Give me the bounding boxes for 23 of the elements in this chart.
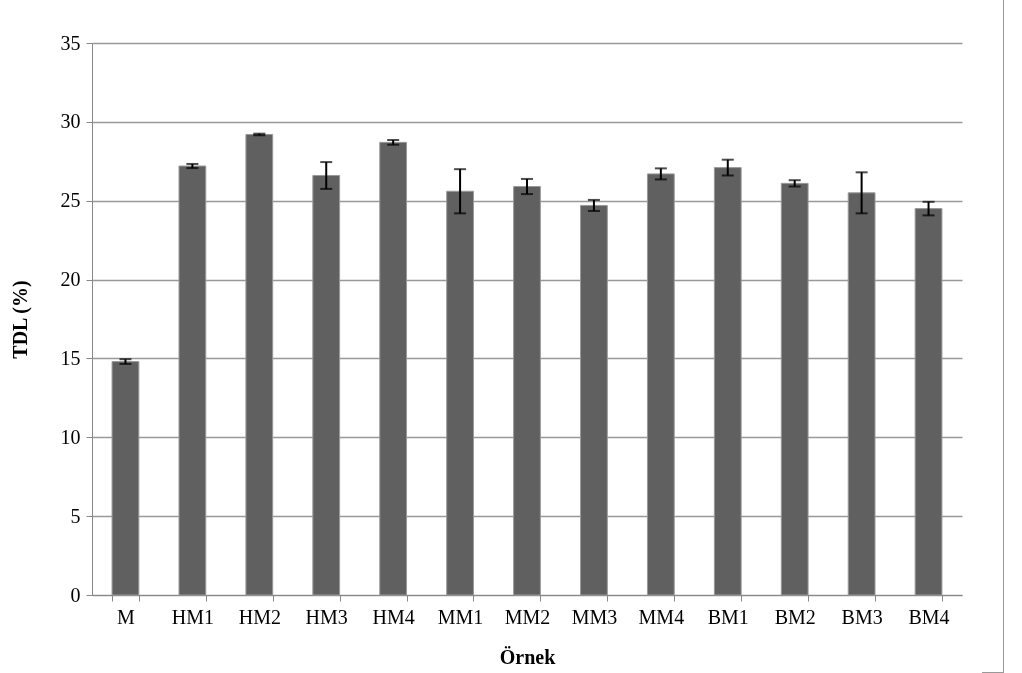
y-tick-label: 25 [60, 189, 81, 212]
x-tick-label: M [117, 605, 136, 628]
x-tick-label: BM1 [707, 605, 749, 628]
x-tick-label: BM4 [908, 605, 950, 628]
x-tick-label: MM4 [638, 605, 685, 628]
x-tick-label: MM3 [571, 605, 618, 628]
y-tick-label: 0 [70, 583, 81, 606]
y-tick-label: 20 [60, 268, 81, 291]
x-tick-label: HM2 [238, 605, 281, 628]
y-tick-label: 15 [60, 346, 81, 369]
y-tick-label: 5 [70, 504, 81, 527]
x-tick-label: BM3 [841, 605, 883, 628]
x-tick-label: HM3 [305, 605, 348, 628]
x-tick-label: BM2 [774, 605, 816, 628]
x-axis-title: Örnek [499, 645, 557, 668]
y-tick-label: 10 [60, 425, 81, 448]
x-tick-label: HM1 [171, 605, 214, 628]
x-tick-label: MM2 [504, 605, 551, 628]
y-tick-label: 35 [60, 31, 81, 54]
y-axis-title: TDL (%) [8, 280, 32, 359]
y-tick-label: 30 [60, 110, 81, 133]
x-tick-label: MM1 [437, 605, 484, 628]
x-tick-label: HM4 [372, 605, 415, 628]
